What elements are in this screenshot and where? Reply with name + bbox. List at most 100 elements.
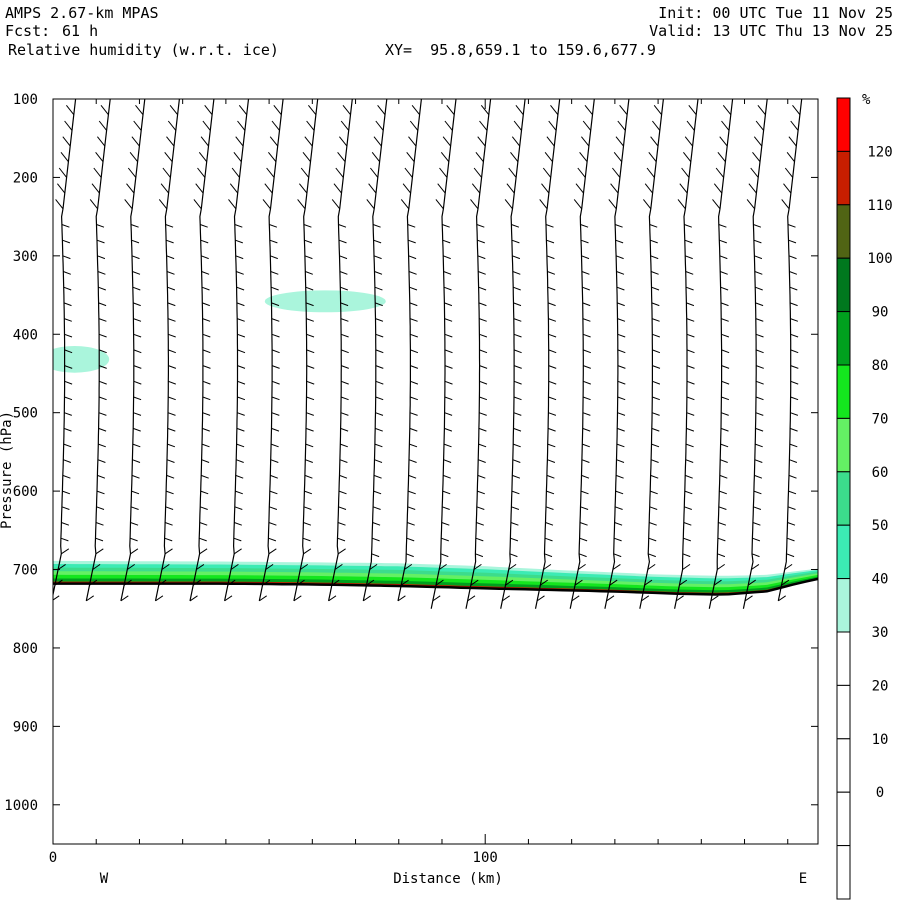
barb-feather [547, 302, 556, 307]
barb-feather [366, 199, 375, 210]
barb-feather [167, 302, 176, 307]
barb-feather [651, 443, 660, 448]
east-label: E [799, 871, 807, 887]
barb-feather [479, 318, 487, 322]
wind-shaft [465, 99, 492, 609]
barb-feather [96, 506, 105, 510]
barb-feather [443, 474, 451, 479]
barb-feather [616, 459, 625, 463]
barb-feather [788, 490, 797, 495]
wind-profile [465, 99, 492, 609]
wind-profile [500, 99, 526, 609]
barb-feather [333, 183, 342, 194]
barb-feather [583, 349, 591, 354]
barb-feather [614, 522, 623, 526]
colorbar-label: 110 [867, 198, 892, 214]
barb-feather [719, 239, 727, 244]
init-value: 00 UTC Tue 11 Nov 25 [712, 4, 893, 22]
barb-feather [200, 506, 208, 510]
barb-feather [755, 333, 764, 338]
colorbar-swatch [836, 738, 851, 793]
x-tick-label: 0 [49, 850, 57, 866]
barb-feather [236, 271, 244, 275]
barb-feather [753, 490, 762, 495]
barb-feather [269, 136, 279, 147]
barb-feather [615, 255, 624, 260]
barb-feather [617, 380, 626, 385]
barb-feather [511, 490, 520, 495]
barb-feather [613, 151, 623, 163]
barb-feather [755, 380, 764, 385]
barb-feather [200, 490, 209, 495]
barb-feather [688, 104, 697, 116]
barb-feather [650, 474, 659, 479]
x-tick-label: 100 [473, 850, 498, 866]
barb-feather [202, 318, 211, 322]
barb-feather [238, 104, 248, 116]
barb-feather [375, 365, 384, 369]
barb-feather [304, 136, 313, 147]
barb-feather [302, 537, 311, 542]
barb-feather [752, 522, 761, 526]
colorbar-label: 70 [872, 411, 889, 427]
barb-feather [233, 537, 242, 542]
colorbar-swatch [836, 845, 851, 900]
barb-feather [235, 474, 244, 479]
barb-feather [581, 474, 590, 479]
barb-feather [165, 490, 174, 495]
barb-feather [131, 136, 140, 147]
barb-feather [97, 255, 106, 260]
barb-feather [304, 474, 313, 479]
barb-feather [649, 522, 657, 526]
barb-feather [98, 396, 107, 401]
barb-feather [712, 199, 721, 210]
barb-feather [615, 490, 624, 495]
barb-feather [303, 224, 312, 228]
barb-feather [61, 522, 70, 526]
barb-feather [230, 563, 239, 570]
barb-feather [409, 120, 419, 131]
barb-feather [652, 365, 661, 369]
barb-feather [649, 506, 658, 510]
barb-feather [165, 239, 174, 244]
barb-feather [132, 459, 141, 463]
barb-feather [751, 553, 760, 558]
barb-feather [477, 136, 486, 147]
barb-feather [441, 522, 450, 526]
barb-feather [784, 563, 793, 570]
barb-feather [748, 183, 757, 194]
barb-feather [268, 522, 277, 526]
barb-feather [74, 99, 76, 100]
barb-feather [651, 427, 660, 432]
barb-feather [166, 271, 175, 275]
barb-feather [342, 104, 351, 116]
barb-feather [648, 537, 657, 542]
barb-feather [200, 136, 209, 147]
wind-shaft [674, 99, 699, 609]
barb-feather [752, 151, 761, 163]
barb-feather [545, 224, 554, 228]
barb-feather [410, 365, 419, 369]
barb-feather [167, 412, 176, 416]
barb-feather [439, 167, 448, 178]
barb-feather [351, 99, 353, 100]
barb-feather [133, 120, 142, 131]
barb-feather [719, 474, 728, 479]
barb-feather [511, 506, 520, 510]
barb-feather [512, 255, 521, 260]
barb-feather [202, 365, 211, 369]
valid-label: Valid: [649, 22, 704, 40]
barb-feather [648, 553, 656, 558]
plot-frame [52, 98, 819, 845]
barb-feather [262, 199, 271, 210]
barb-feather [135, 104, 144, 116]
barb-feather [548, 396, 557, 401]
barb-feather [247, 99, 249, 100]
barb-feather [202, 380, 211, 385]
barb-feather [161, 563, 170, 570]
barb-feather [306, 120, 315, 131]
barb-feather [788, 255, 797, 260]
barb-feather [373, 255, 382, 260]
barb-feather [235, 136, 244, 147]
barb-feather [264, 183, 273, 194]
